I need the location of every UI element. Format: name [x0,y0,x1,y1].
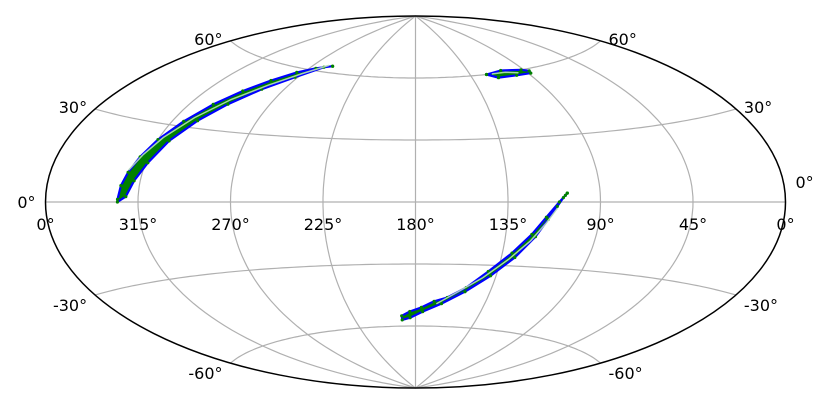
region-2-point [489,274,493,278]
latitude-tick-label-left: -60° [188,364,222,383]
longitude-tick-label: 135° [489,215,528,234]
region-2-highlight [436,207,558,305]
region-1-point [124,195,128,199]
region-2-point [555,204,559,208]
region-2-point [439,302,444,306]
region-2-outline [400,192,569,321]
region-3-point [496,76,501,80]
region-3-point [527,69,531,73]
latitude-tick-label-right: 60° [609,30,637,49]
region-1-point [211,102,215,106]
region-2-point [408,309,412,314]
region-2-point [432,299,436,303]
longitude-tick-label: 0° [36,215,54,234]
latitude-tick-label-right: 30° [744,98,772,117]
latitude-tick-label-left: 60° [194,30,222,49]
projection-boundary [44,15,787,389]
region-3-point [499,68,503,73]
region-2-point [565,191,569,195]
longitude-tick-labels: 0° 315° 270° 225° 180° 135° 90° 45° 0° [36,215,794,234]
region-3-point [529,71,533,75]
region-2-point [544,215,549,219]
latitude-tick-label-left: 0° [17,193,35,212]
region-1-outline [116,65,334,204]
region-1-point [167,139,171,143]
region-3-point [515,73,519,77]
region-2-point [400,314,404,318]
longitude-tick-label: 225° [304,215,343,234]
region-3-point [519,68,523,72]
region-1-point [132,179,136,183]
region-1-point [119,184,123,188]
region-1-point [126,170,130,174]
projection-frame [44,15,787,389]
region-2-point [463,290,467,294]
longitude-tick-label: 270° [211,215,250,234]
region-1-point [146,161,150,165]
region-3-point [484,72,489,77]
graticule [45,15,786,389]
latitude-tick-label-left: -30° [53,296,87,315]
region-1-point [269,78,273,83]
parallel--30 [94,263,737,296]
region-3-highlight [491,71,519,75]
region-2-point [513,255,517,260]
longitude-tick-label: 0° [776,215,794,234]
longitude-tick-label: 180° [396,215,435,234]
latitude-tick-label-right: -30° [744,296,778,315]
latitude-tick-label-right: 0° [796,173,814,192]
latitude-tick-labels: 60° 60°30° 30°0°0°-30° -30°-60° -60° [17,30,813,383]
region-1-point [331,64,335,68]
parallel-60 [230,40,601,79]
parallel--60 [230,325,601,364]
longitude-tick-label: 315° [119,215,158,234]
region-1-point [295,70,299,74]
data-regions [115,64,569,322]
region-2-point [510,251,514,255]
region-2-point [419,305,423,309]
parallel-30 [94,108,737,141]
region-1-highlight [128,64,330,171]
region-2-point [561,196,566,200]
region-2-point [530,232,534,236]
region-2-point [408,316,412,320]
region-2-point [563,193,568,197]
longitude-tick-label: 45° [679,215,707,234]
region-2-point [400,318,404,322]
latitude-tick-label-left: 30° [59,98,87,117]
region-1-point [182,119,186,123]
region-1-point [115,197,120,201]
region-2-point [557,200,562,204]
region-1-point [115,200,119,204]
longitude-tick-label: 90° [586,215,614,234]
region-1-point [226,102,230,106]
latitude-tick-label-right: -60° [609,364,643,383]
region-1-point [241,89,245,93]
region-1-point [196,119,200,123]
region-2-point [421,310,425,314]
